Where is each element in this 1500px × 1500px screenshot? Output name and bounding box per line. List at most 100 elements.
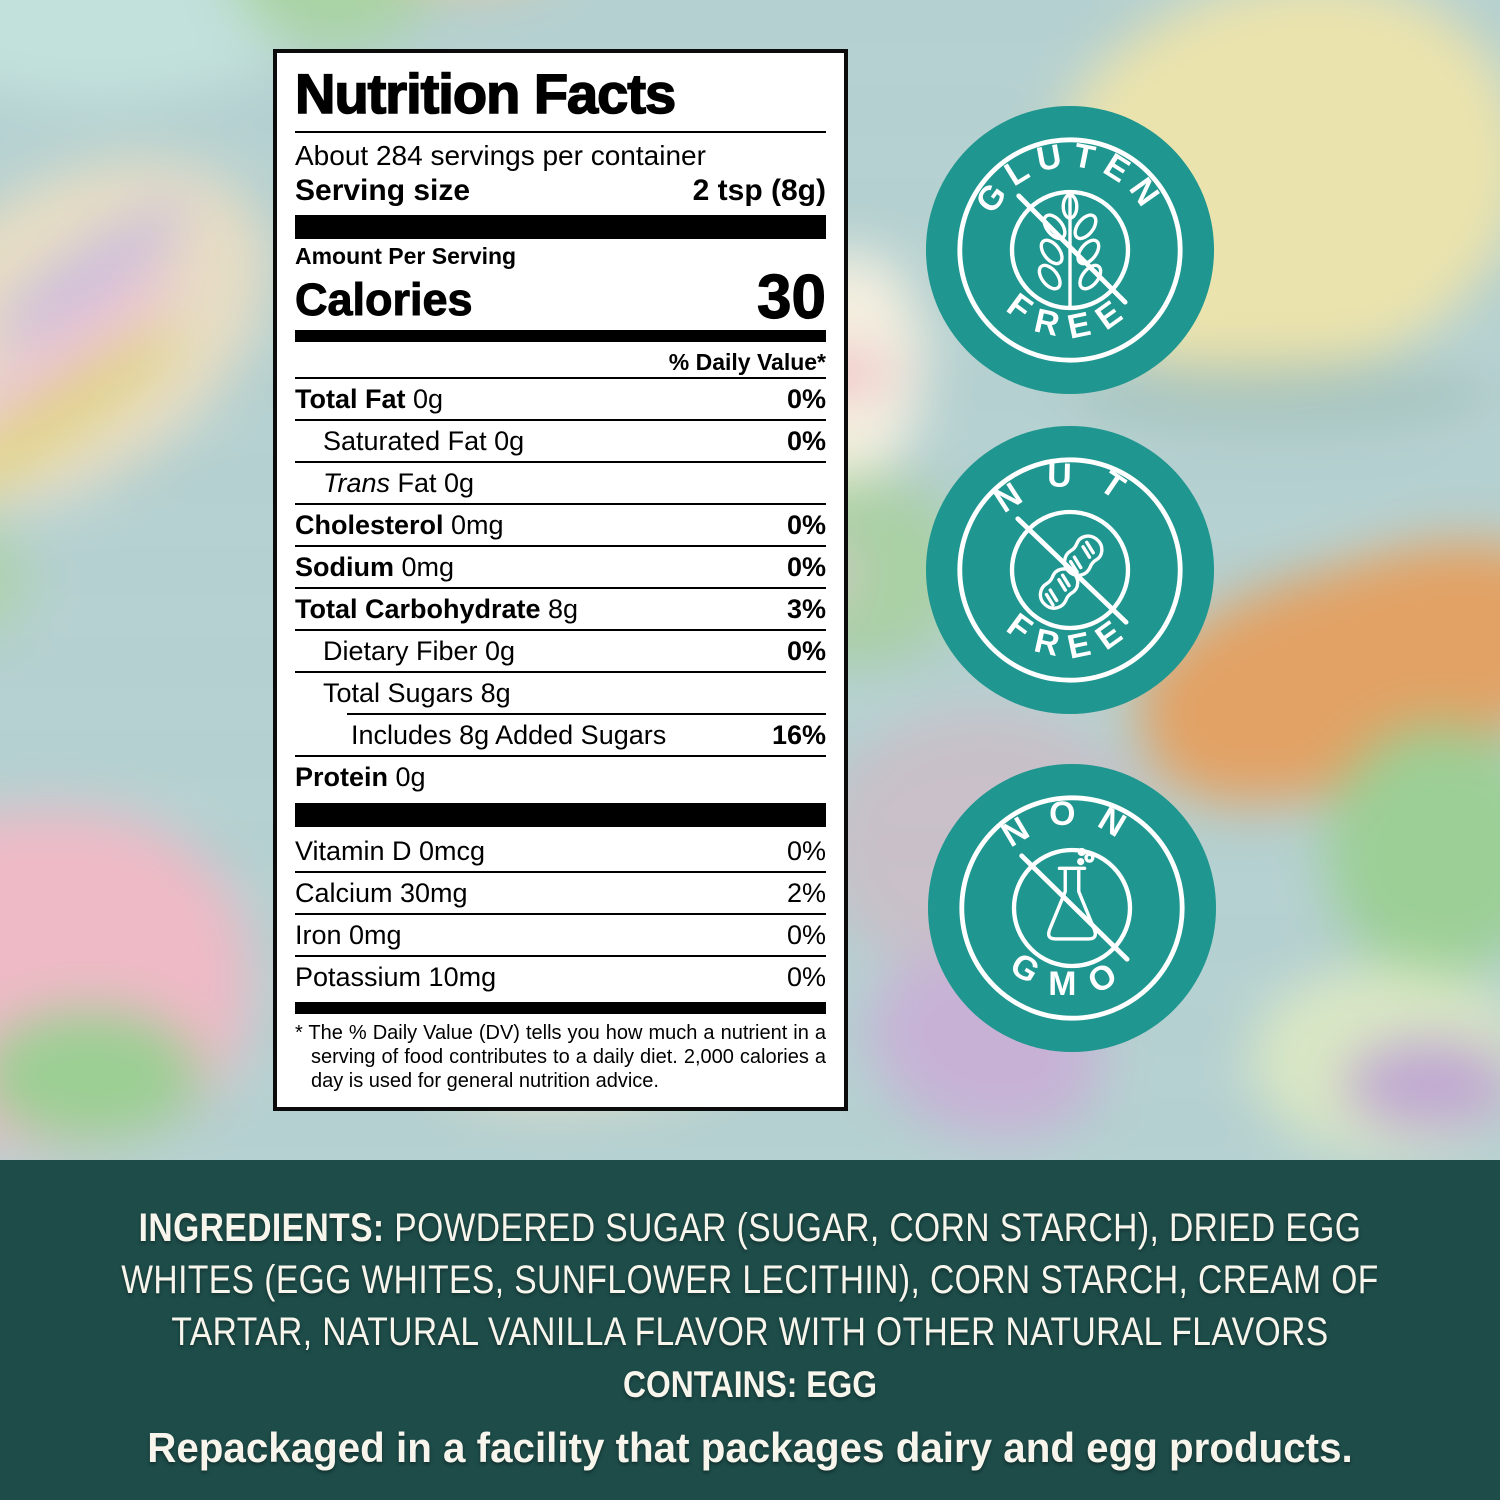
vitamin-dv: 2% xyxy=(786,878,826,908)
nutrient-rest: 0mg xyxy=(443,510,504,540)
nut-free-badge-svg: NUT FREE xyxy=(925,425,1215,715)
divider xyxy=(295,461,826,463)
nutrient-dv: 0% xyxy=(786,384,826,414)
nutrient-name: Saturated Fat 0g xyxy=(323,425,524,457)
nutrient-dv: 16% xyxy=(771,720,826,750)
divider-indented xyxy=(347,713,826,715)
badge-ring xyxy=(957,137,1183,363)
serving-size-value: 2 tsp (8g) xyxy=(692,174,826,207)
divider xyxy=(295,377,826,379)
nutrient-rest: Saturated Fat 0g xyxy=(323,426,525,456)
ingredients-line-3: TARTAR, NATURAL VANILLA FLAVOR WITH OTHE… xyxy=(171,1310,1329,1354)
nutrient-row-sodium: Sodium 0mg 0% xyxy=(295,547,826,587)
nutrient-strong: Sodium xyxy=(295,552,394,582)
calories-label: Calories xyxy=(295,274,474,325)
daily-value-header: % Daily Value* xyxy=(668,349,826,375)
peanut-outline xyxy=(1038,567,1080,610)
nutrient-row-cholesterol: Cholesterol 0mg 0% xyxy=(295,505,826,545)
amount-per-serving: Amount Per Serving xyxy=(295,243,517,269)
carrot-leaves-green xyxy=(1325,725,1500,975)
nutrient-name: Total Carbohydrate 8g xyxy=(295,593,578,625)
peanut-hatch xyxy=(1044,573,1071,607)
peanut xyxy=(1038,567,1080,610)
divider xyxy=(295,503,826,505)
nutrient-name: Trans Fat 0g xyxy=(323,467,474,499)
nutrient-rest: 0mg xyxy=(394,552,455,582)
divider xyxy=(295,545,826,547)
nutrient-em: Trans xyxy=(323,468,391,498)
nutrient-rest: Includes 8g Added Sugars xyxy=(351,720,667,750)
divider xyxy=(295,587,826,589)
divider xyxy=(295,419,826,421)
nutrient-row-dietary-fiber: Dietary Fiber 0g 0% xyxy=(295,631,826,671)
nutrient-dv: 0% xyxy=(786,552,826,582)
vitamin-row-iron: Iron 0mg 0% xyxy=(295,915,826,955)
nutrient-name: Includes 8g Added Sugars xyxy=(351,719,666,751)
nutrient-row-saturated-fat: Saturated Fat 0g 0% xyxy=(295,421,826,461)
nutrition-facts-label: Nutrition Facts About 284 servings per c… xyxy=(273,49,848,1111)
non-gmo-badge: NON GMO xyxy=(927,763,1217,1053)
flask-bubble xyxy=(1077,857,1085,866)
badge-icon-circle xyxy=(1009,509,1131,631)
vitamin-name: Vitamin D 0mcg xyxy=(295,836,486,866)
nutrient-dv: 0% xyxy=(786,636,826,666)
servings-per-container: About 284 servings per container xyxy=(295,140,706,171)
calories-value: 30 xyxy=(756,263,826,332)
daily-value-footnote: * The % Daily Value (DV) tells you how m… xyxy=(295,1022,826,1092)
flask-icon xyxy=(1046,847,1098,941)
vitamin-name: Calcium 30mg xyxy=(295,878,468,908)
vitamin-dv: 0% xyxy=(786,920,826,950)
divider xyxy=(295,955,826,957)
badge-ring xyxy=(957,457,1183,683)
non-gmo-badge-svg: NON GMO xyxy=(927,763,1217,1053)
vitamin-row-calcium: Calcium 30mg 2% xyxy=(295,873,826,913)
ingredients-footer: INGREDIENTS: POWDERED SUGAR (SUGAR, CORN… xyxy=(0,1160,1500,1500)
nutrient-name: Dietary Fiber 0g xyxy=(323,635,515,667)
divider-medium xyxy=(295,330,826,342)
calories-row: Calories 30 xyxy=(295,263,827,332)
repackaged-statement: Repackaged in a facility that packages d… xyxy=(147,1424,1353,1471)
serving-size-label: Serving size xyxy=(295,174,471,207)
wheat-leaf xyxy=(1039,238,1064,266)
divider xyxy=(295,913,826,915)
divider-thick xyxy=(295,803,826,827)
nutrient-strong: Protein xyxy=(295,762,389,792)
nutrient-row-total-sugars: Total Sugars 8g xyxy=(295,673,826,713)
prohibition-slash xyxy=(1016,193,1128,305)
wheat-leaf xyxy=(1076,238,1101,266)
nutrient-row-total-fat: Total Fat 0g 0% xyxy=(295,379,826,419)
prohibition-slash xyxy=(1015,516,1129,625)
ingredients-line-2: WHITES (EGG WHITES, SUNFLOWER LECITHIN),… xyxy=(121,1258,1379,1302)
nutrient-row-protein: Protein 0g xyxy=(295,757,826,797)
nutrient-name: Sodium 0mg xyxy=(295,551,454,583)
ingredients-line-1: INGREDIENTS: POWDERED SUGAR (SUGAR, CORN… xyxy=(120,1202,1380,1254)
nutrient-rest: 8g xyxy=(540,594,579,624)
vitamin-dv: 0% xyxy=(786,836,826,866)
nutrient-dv: 0% xyxy=(786,426,826,456)
flask-body xyxy=(1046,868,1098,941)
prohibition-slash xyxy=(1019,853,1130,962)
ingredients-heading: INGREDIENTS: xyxy=(138,1206,385,1250)
divider xyxy=(295,671,826,673)
nutrient-row-total-carbohydrate: Total Carbohydrate 8g 3% xyxy=(295,589,826,629)
nutrition-facts-title: Nutrition Facts xyxy=(294,64,826,133)
nutrient-rest: 0g xyxy=(388,762,426,792)
divider xyxy=(295,755,826,757)
nutrient-name: Protein 0g xyxy=(295,761,426,793)
wheat-icon xyxy=(1037,193,1103,308)
badge-ring xyxy=(959,795,1185,1021)
divider xyxy=(295,629,826,631)
peanut-icon xyxy=(1038,534,1104,610)
vitamin-row-potassium: Potassium 10mg 0% xyxy=(295,957,826,997)
nutrient-rest: Total Sugars 8g xyxy=(323,678,511,708)
cookie-blob-leaf-green xyxy=(0,1010,200,1140)
wheat-leaf xyxy=(1073,213,1098,241)
nutrient-row-trans-fat: Trans Fat 0g xyxy=(295,463,826,503)
divider xyxy=(295,871,826,873)
vitamin-name: Potassium 10mg xyxy=(295,962,497,992)
nutrient-strong: Total Carbohydrate xyxy=(295,594,541,624)
nutrient-strong: Cholesterol xyxy=(295,510,444,540)
flask-bubble xyxy=(1077,847,1086,857)
vitamin-dv: 0% xyxy=(786,962,826,992)
